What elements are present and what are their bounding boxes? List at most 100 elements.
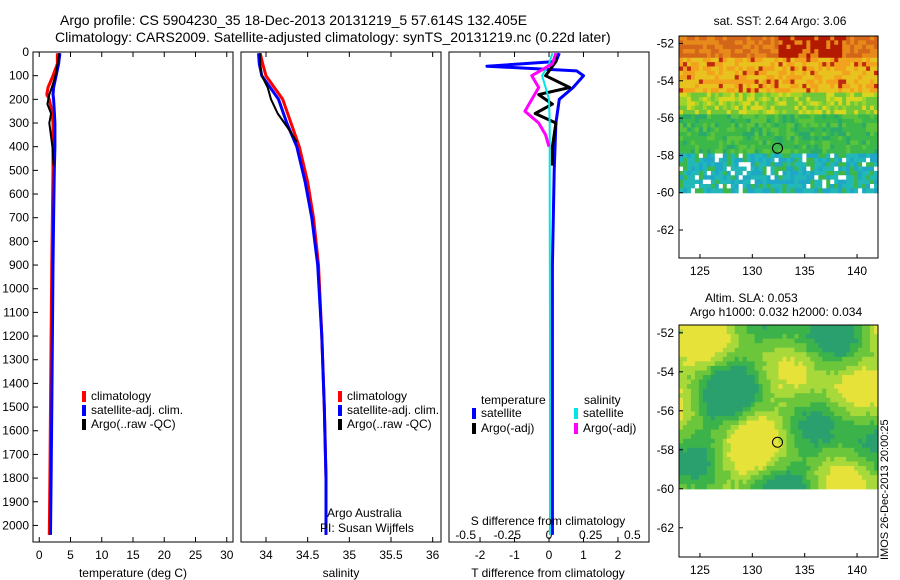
heatmap-cell [874,49,879,55]
heatmap-cell [702,343,708,349]
heatmap-cell [814,114,819,120]
heatmap-cell [826,461,831,467]
heatmap-cell [846,334,851,340]
heatmap-cell [866,384,871,390]
heatmap-cell [802,384,807,390]
heatmap-cell [786,166,792,172]
heatmap-cell [834,140,839,146]
depth-ytick-label: 2000 [2,518,29,532]
heatmap-cell [726,75,732,81]
heatmap-cell [866,388,871,394]
heatmap-cell [874,447,879,453]
heatmap-cell [742,184,748,189]
heatmap-cell [706,79,712,85]
heatmap-cell [758,96,764,102]
heatmap-cell [682,411,688,417]
heatmap-cell [794,452,799,458]
heatmap-cell [826,343,831,349]
heatmap-cell [770,452,776,458]
heatmap-cell [686,411,692,417]
heatmap-cell [850,110,855,115]
heatmap-cell [690,123,696,129]
heatmap-cell [754,92,760,98]
heatmap-cell [734,92,740,98]
map-ytick-label: -56 [657,404,675,418]
heatmap-cell [686,49,692,55]
heatmap-cell [838,443,843,449]
heatmap-cell [790,479,796,485]
heatmap-cell [714,384,720,390]
heatmap-cell [822,105,827,111]
heatmap-cell [778,75,784,81]
heatmap-cell [826,83,831,89]
heatmap-cell [838,470,843,476]
heatmap-cell [790,429,796,435]
heatmap-cell [706,325,712,331]
heatmap-cell [770,470,776,476]
heatmap-cell [814,329,819,335]
heatmap-cell [734,384,740,390]
heatmap-cell [798,406,803,413]
heatmap-cell [778,110,784,115]
heatmap-cell [754,44,760,50]
heatmap-cell [694,375,700,381]
heatmap-cell [710,384,716,390]
heatmap-cell [806,334,811,340]
heatmap-cell [686,166,692,172]
heatmap-cell [798,429,803,435]
heatmap-cell [798,88,803,94]
heatmap-cell [698,466,704,472]
heatmap-cell [754,384,760,390]
heatmap-cell [854,347,859,353]
heatmap-cell [738,123,744,129]
heatmap-cell [726,438,732,444]
heatmap-cell [862,352,867,358]
heatmap-cell [810,149,815,155]
heatmap-cell [786,144,792,150]
heatmap-cell [850,75,855,81]
map-xtick-label: 140 [847,264,867,278]
heatmap-cell [862,66,867,72]
heatmap-cell [854,53,859,59]
heatmap-cell [790,343,796,349]
heatmap-cell [710,79,716,85]
heatmap-cell [734,452,740,458]
heatmap-cell [870,429,875,435]
heatmap-cell [679,479,684,485]
heatmap-cell [750,144,756,150]
heatmap-cell [758,379,764,385]
heatmap-cell [866,70,871,76]
heatmap-cell [818,415,823,422]
heatmap-cell [850,127,855,133]
heatmap-cell [870,415,875,422]
heatmap-cell [714,153,720,159]
heatmap-cell [746,365,752,372]
heatmap-cell [806,70,811,76]
heatmap-cell [846,101,851,107]
heatmap-cell [758,144,764,150]
heatmap-cell [758,70,764,76]
heatmap-cell [679,420,684,426]
heatmap-cell [850,57,855,63]
heatmap-cell [746,184,752,189]
heatmap-cell [686,375,692,381]
heatmap-cell [798,123,803,129]
heatmap-cell [694,170,700,176]
heatmap-cell [830,415,835,422]
heatmap-cell [850,415,855,422]
heatmap-cell [682,157,688,163]
heatmap-cell [750,127,756,133]
heatmap-cell [710,438,716,444]
heatmap-cell [706,406,712,413]
heatmap-cell [754,136,760,142]
heatmap-cell [818,118,823,124]
heatmap-cell [870,388,875,394]
heatmap-cell [870,365,875,372]
heatmap-cell [870,123,875,129]
heatmap-cell [682,36,688,41]
heatmap-cell [854,329,859,335]
heatmap-cell [862,425,867,431]
heatmap-cell [838,53,843,59]
heatmap-cell [794,44,799,50]
heatmap-cell [714,425,720,431]
